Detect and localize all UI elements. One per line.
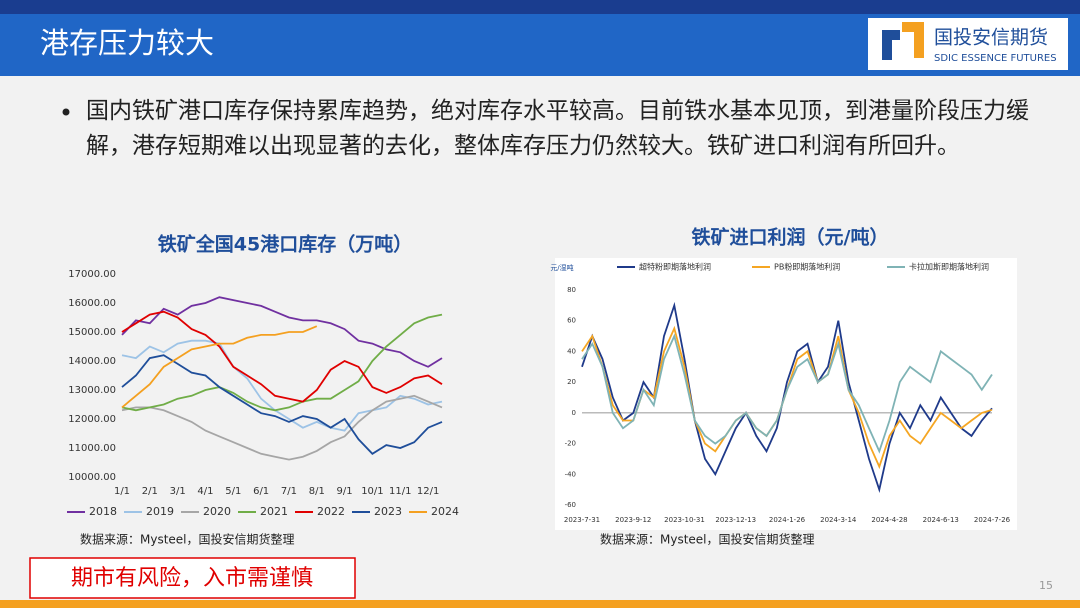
x-tick-label: 3/1 — [170, 486, 186, 497]
legend-label: 2018 — [89, 505, 117, 518]
logo-cn: 国投安信期货 — [934, 27, 1048, 49]
series-line — [121, 339, 443, 432]
series-line — [121, 313, 443, 412]
x-tick-label: 2024-3-14 — [820, 516, 857, 524]
logo-box — [868, 18, 1068, 70]
series-line — [581, 301, 993, 493]
x-tick-label: 9/1 — [337, 486, 353, 497]
series-line — [121, 310, 443, 403]
logo-en: SDIC ESSENCE FUTURES — [934, 53, 1057, 64]
bullet-dot — [62, 108, 70, 116]
x-tick-label: 2024-7-26 — [974, 516, 1011, 524]
y-tick-label: 60 — [567, 317, 576, 325]
x-tick-label: 2023-7-31 — [564, 516, 600, 524]
x-tick-label: 7/1 — [281, 486, 297, 497]
bottom-band — [0, 600, 1080, 608]
legend-label: 卡拉加斯即期落地利润 — [909, 262, 989, 272]
x-tick-label: 1/1 — [114, 486, 130, 497]
y-tick-label: 0 — [572, 409, 576, 417]
slide-title: 港存压力较大 — [40, 26, 214, 60]
y-tick-label: 11000.00 — [68, 443, 116, 454]
chart-title: 铁矿全国45港口库存（万吨） — [158, 233, 412, 256]
chart-title: 铁矿进口利润（元/吨） — [692, 226, 889, 249]
legend-label: 2019 — [146, 505, 174, 518]
y-axis-label: 元/湿吨 — [550, 263, 573, 272]
y-tick-label: -40 — [565, 470, 576, 478]
legend-label: PB粉即期落地利润 — [774, 262, 840, 272]
legend-label: 2020 — [203, 505, 231, 518]
legend-label: 2024 — [431, 505, 459, 518]
x-tick-label: 4/1 — [197, 486, 213, 497]
x-tick-label: 2/1 — [142, 486, 158, 497]
bullet-box: 国内铁矿港口库存保持累库趋势，绝对库存水平较高。目前铁水基本见顶，到港量阶段压力… — [86, 98, 1029, 159]
logo-mark — [902, 22, 924, 58]
series-line — [121, 354, 443, 455]
y-tick-label: 14000.00 — [68, 356, 116, 367]
y-tick-label: 15000.00 — [68, 327, 116, 338]
source: 数据来源：Mysteel，国投安信期货整理 — [80, 532, 295, 547]
x-tick-label: 2024-6-13 — [923, 516, 959, 524]
series-line — [121, 325, 318, 409]
legend-label: 超特粉即期落地利润 — [639, 262, 711, 272]
top-band — [0, 0, 1080, 14]
x-tick-label: 2023-9-12 — [615, 516, 651, 524]
x-tick-label: 10/1 — [361, 486, 383, 497]
legend-label: 2022 — [317, 505, 345, 518]
y-tick-label: 12000.00 — [68, 414, 116, 425]
x-tick-label: 2024-4-28 — [871, 516, 907, 524]
x-tick-label: 2023-12-13 — [715, 516, 756, 524]
x-tick-label: 8/1 — [309, 486, 325, 497]
y-tick-label: 20 — [567, 378, 576, 386]
legend-label: 2021 — [260, 505, 288, 518]
disclaimer: 期市有风险，入市需谨慎 — [71, 566, 313, 591]
page-number: 15 — [1039, 579, 1053, 592]
y-tick-label: 13000.00 — [68, 385, 116, 396]
x-tick-label: 2023-10-31 — [664, 516, 705, 524]
y-tick-label: 16000.00 — [68, 298, 116, 309]
y-tick-label: -60 — [565, 501, 576, 509]
x-tick-label: 5/1 — [225, 486, 241, 497]
y-tick-label: 17000.00 — [68, 269, 116, 280]
x-tick-label: 12/1 — [417, 486, 439, 497]
bullet-text: 国内铁矿港口库存保持累库趋势，绝对库存水平较高。目前铁水基本见顶，到港量阶段压力… — [86, 98, 1029, 159]
x-tick-label: 2024-1-26 — [769, 516, 806, 524]
legend-label: 2023 — [374, 505, 402, 518]
series-line — [581, 333, 993, 454]
series-line — [121, 296, 443, 368]
y-tick-label: -20 — [565, 440, 576, 448]
y-tick-label: 10000.00 — [68, 472, 116, 483]
y-tick-label: 80 — [567, 286, 576, 294]
y-tick-label: 40 — [567, 347, 576, 355]
disclaimer-box — [29, 557, 356, 599]
x-tick-label: 11/1 — [389, 486, 411, 497]
logo-mark — [882, 30, 900, 60]
source: 数据来源：Mysteel，国投安信期货整理 — [600, 532, 815, 547]
series-line — [121, 394, 443, 461]
x-tick-label: 6/1 — [253, 486, 269, 497]
